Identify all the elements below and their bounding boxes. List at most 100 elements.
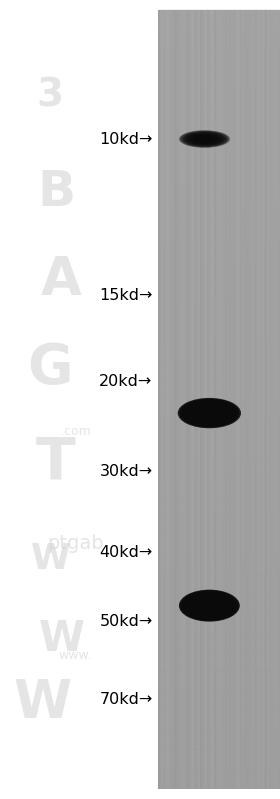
Bar — [158, 535, 280, 555]
Text: .com: .com — [60, 425, 91, 438]
Bar — [158, 9, 280, 29]
Ellipse shape — [194, 135, 215, 143]
Bar — [265, 10, 267, 789]
Bar — [273, 10, 276, 789]
Bar — [158, 360, 280, 380]
Ellipse shape — [188, 133, 221, 145]
Bar — [158, 399, 280, 419]
Bar — [158, 184, 280, 205]
Bar — [158, 749, 280, 770]
Bar — [276, 10, 278, 789]
Ellipse shape — [195, 136, 214, 142]
Bar — [158, 10, 160, 789]
Bar — [185, 10, 187, 789]
Ellipse shape — [197, 599, 222, 612]
Ellipse shape — [183, 400, 236, 426]
Ellipse shape — [188, 133, 220, 145]
Bar — [211, 10, 214, 789]
Bar — [180, 10, 183, 789]
Text: 20kd→: 20kd→ — [99, 375, 153, 389]
Ellipse shape — [195, 406, 224, 420]
Bar — [189, 10, 192, 789]
Text: T: T — [36, 435, 76, 492]
Text: G: G — [28, 340, 73, 395]
Bar — [158, 262, 280, 283]
Bar — [158, 730, 280, 750]
Ellipse shape — [198, 600, 221, 611]
Bar — [198, 10, 200, 789]
Text: 40kd→: 40kd→ — [99, 546, 153, 560]
Ellipse shape — [187, 403, 232, 423]
Text: 50kd→: 50kd→ — [99, 614, 153, 629]
Text: 3: 3 — [37, 77, 64, 115]
Bar — [222, 10, 225, 789]
Ellipse shape — [184, 132, 225, 146]
Ellipse shape — [191, 404, 228, 422]
Bar — [167, 10, 169, 789]
Ellipse shape — [193, 135, 216, 143]
Bar — [253, 10, 256, 789]
Ellipse shape — [186, 133, 223, 145]
Bar — [158, 301, 280, 321]
Bar — [214, 10, 216, 789]
Ellipse shape — [183, 592, 236, 619]
Bar — [158, 67, 280, 88]
Bar — [158, 633, 280, 653]
Ellipse shape — [180, 590, 239, 621]
Bar — [158, 574, 280, 594]
Bar — [158, 555, 280, 575]
Bar — [158, 418, 280, 439]
Bar — [171, 10, 174, 789]
Bar — [269, 10, 271, 789]
Ellipse shape — [184, 401, 234, 425]
Bar — [158, 204, 280, 224]
Text: A: A — [41, 253, 82, 306]
Bar — [229, 10, 231, 789]
Bar — [196, 10, 198, 789]
Bar — [158, 86, 280, 107]
Ellipse shape — [191, 134, 218, 144]
Ellipse shape — [181, 591, 237, 620]
Bar — [205, 10, 207, 789]
Bar — [158, 691, 280, 711]
Bar — [247, 10, 249, 789]
Text: B: B — [37, 168, 75, 216]
Bar — [234, 10, 236, 789]
Ellipse shape — [183, 132, 226, 146]
Bar — [158, 496, 280, 516]
Ellipse shape — [178, 398, 241, 428]
Bar — [158, 379, 280, 400]
Ellipse shape — [194, 598, 225, 614]
Ellipse shape — [199, 600, 220, 611]
Ellipse shape — [189, 595, 230, 616]
Bar — [209, 10, 211, 789]
Bar — [169, 10, 172, 789]
Bar — [158, 106, 280, 126]
Ellipse shape — [186, 594, 232, 618]
Bar — [251, 10, 253, 789]
Bar — [158, 652, 280, 673]
Bar — [258, 10, 260, 789]
Bar — [200, 10, 203, 789]
Bar — [227, 10, 229, 789]
Bar — [158, 10, 280, 789]
Ellipse shape — [180, 400, 238, 427]
Bar — [271, 10, 274, 789]
Bar — [202, 10, 205, 789]
Bar — [194, 10, 196, 789]
Bar — [262, 10, 265, 789]
Bar — [244, 10, 247, 789]
Bar — [158, 671, 280, 692]
Text: W: W — [13, 677, 71, 729]
Bar — [207, 10, 209, 789]
Ellipse shape — [182, 400, 237, 427]
Ellipse shape — [182, 131, 227, 147]
Ellipse shape — [179, 590, 240, 622]
Bar — [163, 10, 165, 789]
Text: W: W — [39, 618, 85, 660]
Ellipse shape — [192, 135, 217, 143]
Bar — [178, 10, 180, 789]
Bar — [158, 165, 280, 185]
Bar — [187, 10, 189, 789]
Bar — [158, 710, 280, 731]
